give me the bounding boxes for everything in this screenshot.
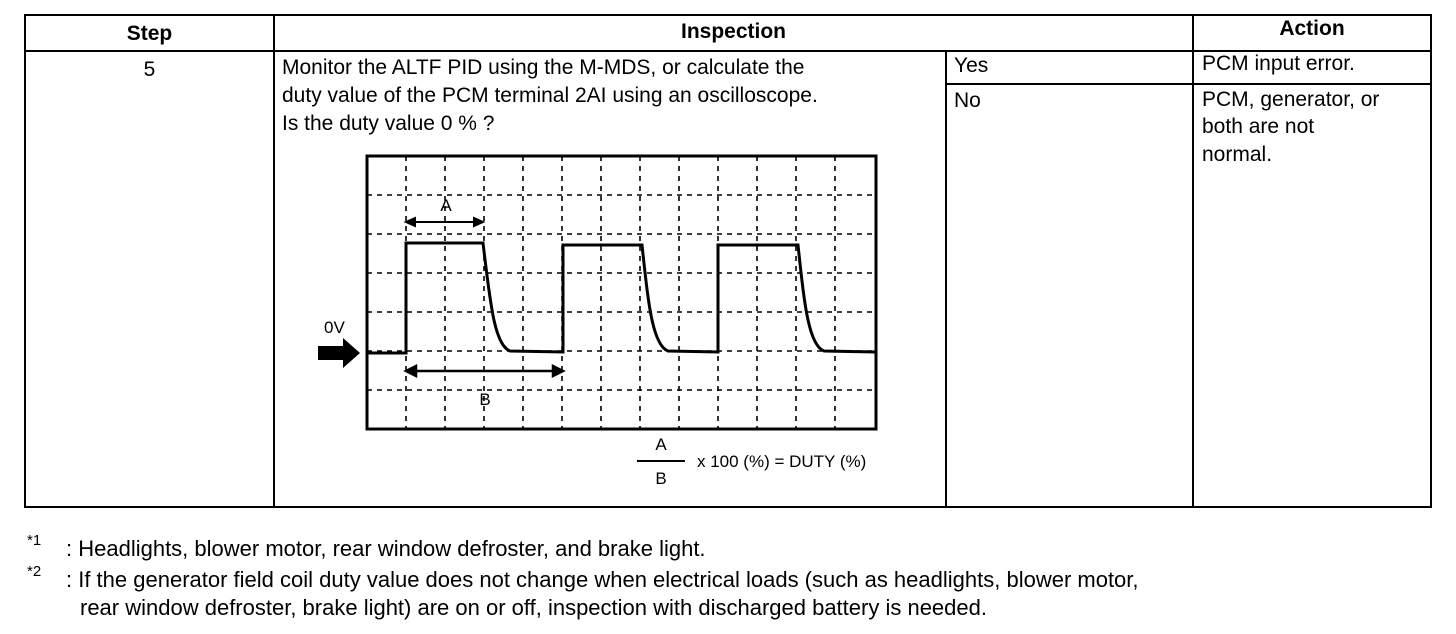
formula-denominator: B xyxy=(655,469,666,488)
header-action: Action xyxy=(1279,17,1345,40)
table-border-bottom xyxy=(24,506,1432,508)
column-divider-answer xyxy=(945,50,947,508)
dimension-a xyxy=(403,216,486,228)
step-number: 5 xyxy=(143,58,156,81)
table-border-right xyxy=(1430,14,1432,508)
zero-volt-arrow-icon xyxy=(318,338,360,368)
action-no-line-3: normal. xyxy=(1202,143,1273,166)
scope-screen xyxy=(365,154,878,431)
label-b: B xyxy=(479,390,490,409)
oscilloscope-diagram: A B 0V A B x 100 (%) = DUTY (%) xyxy=(318,154,878,488)
column-divider-step xyxy=(273,14,275,508)
footnote-1-text: : Headlights, blower motor, rear window … xyxy=(66,536,706,561)
inspection-line-2: duty value of the PCM terminal 2AI using… xyxy=(282,84,818,107)
zero-volt-label: 0V xyxy=(324,318,345,337)
formula-text: x 100 (%) = DUTY (%) xyxy=(697,452,866,471)
table-border-top xyxy=(24,14,1432,16)
row-divider-yes-no xyxy=(945,83,1432,85)
header-step: Step xyxy=(126,22,173,45)
dimension-b xyxy=(403,363,566,379)
footnote-2-text-line-1: : If the generator field coil duty value… xyxy=(66,567,1139,592)
header-inspection: Inspection xyxy=(680,20,786,43)
table-header-divider xyxy=(24,50,1432,52)
label-a: A xyxy=(440,196,452,215)
inspection-line-3: Is the duty value 0 % ? xyxy=(282,112,495,135)
action-yes: PCM input error. xyxy=(1202,52,1355,75)
duty-waveform xyxy=(367,241,877,355)
column-divider-action xyxy=(1192,14,1194,508)
answer-yes: Yes xyxy=(954,54,989,77)
footnote-1-mark: *1 xyxy=(27,532,42,549)
footnote-2-text-line-2: rear window defroster, brake light) are … xyxy=(80,595,987,620)
table-border-left xyxy=(24,14,26,508)
scope-grid xyxy=(367,156,876,429)
action-no-line-2: both are not xyxy=(1202,115,1315,138)
inspection-line-1: Monitor the ALTF PID using the M-MDS, or… xyxy=(282,56,805,79)
answer-no: No xyxy=(954,89,981,112)
footnote-2-mark: *2 xyxy=(27,563,42,580)
formula-numerator: A xyxy=(655,435,667,454)
action-no-line-1: PCM, generator, or xyxy=(1202,88,1380,111)
